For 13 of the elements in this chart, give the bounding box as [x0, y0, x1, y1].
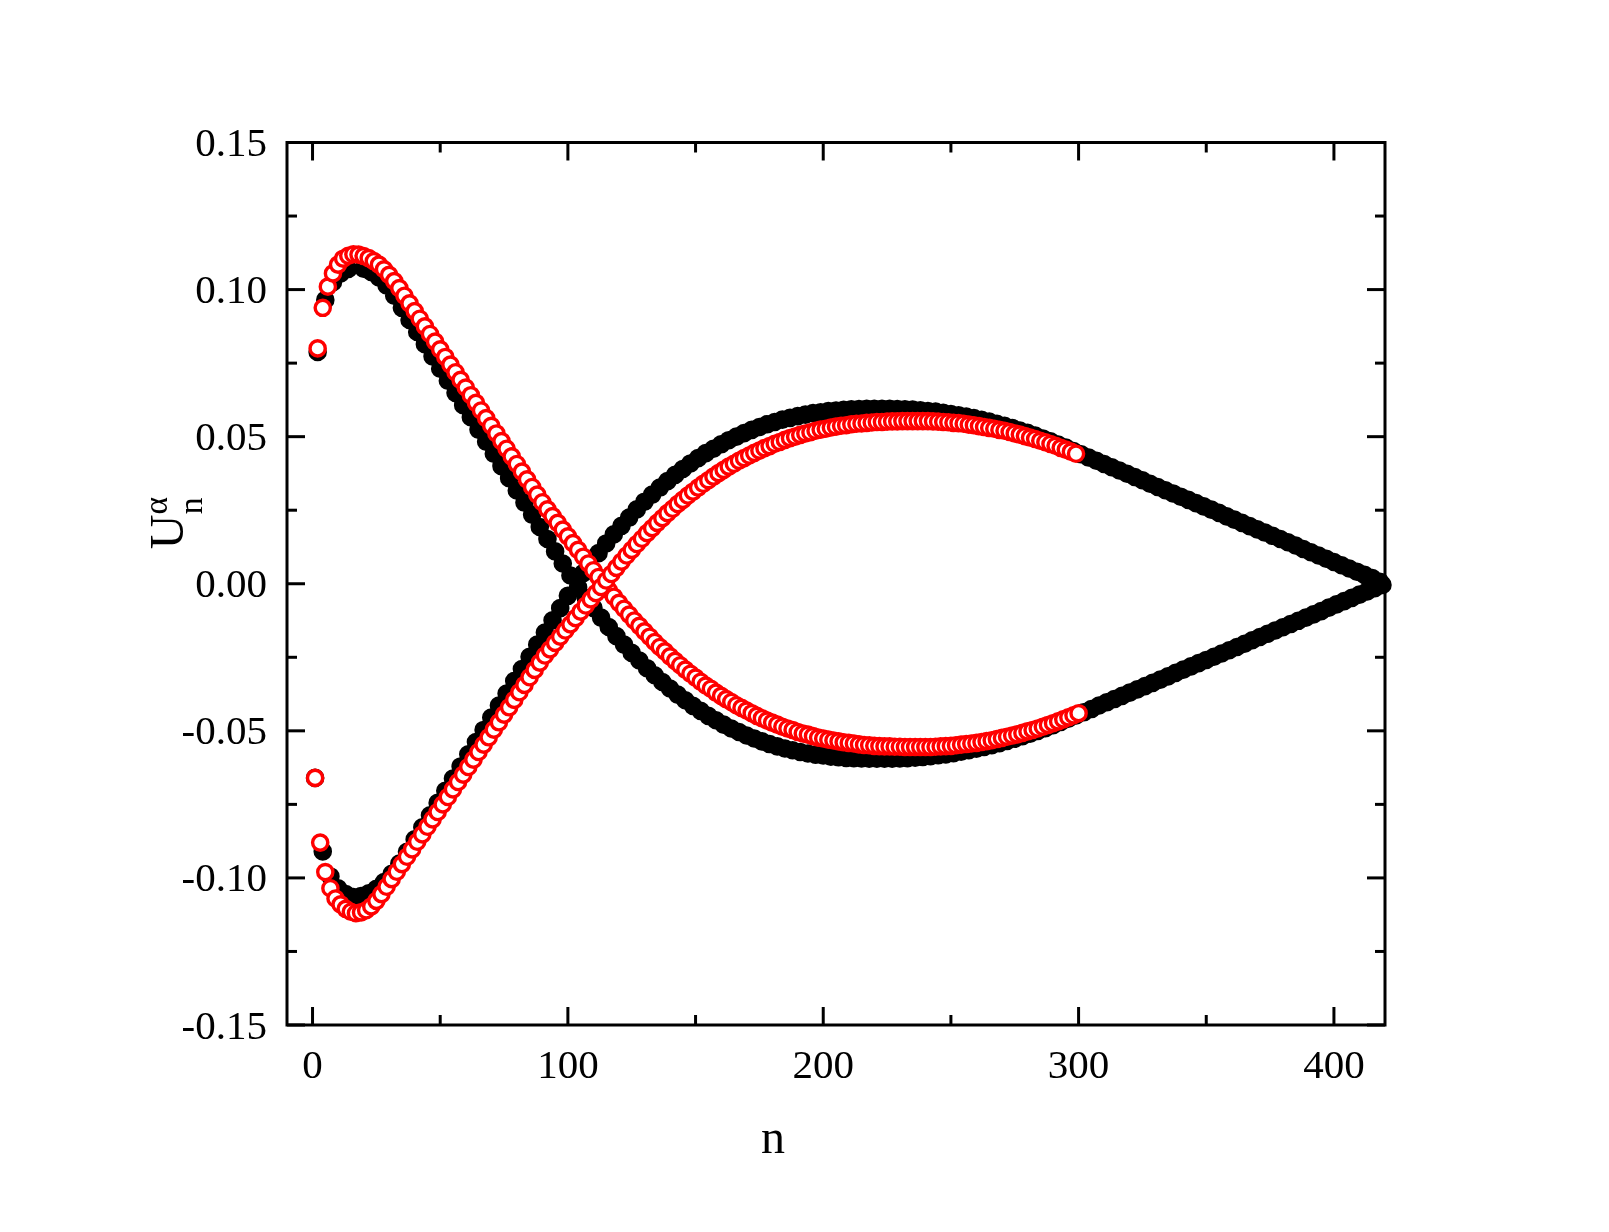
- x-tick-label: 0: [302, 1041, 323, 1087]
- y-tick-label: 0.10: [195, 266, 267, 313]
- y-tick-label: 0.15: [195, 119, 267, 166]
- x-axis-title: n: [761, 1110, 785, 1163]
- y-tick-label: -0.05: [181, 707, 267, 754]
- x-tick-label: 300: [1047, 1041, 1110, 1087]
- y-tick-label: 0.00: [195, 560, 267, 607]
- x-tick-label: 200: [792, 1041, 854, 1087]
- x-tick-label: 100: [537, 1041, 599, 1087]
- y-tick-label: -0.15: [181, 1001, 267, 1048]
- y-tick-label: -0.10: [181, 854, 267, 901]
- y-tick-label: 0.05: [195, 413, 267, 460]
- x-tick-label: 400: [1303, 1041, 1365, 1087]
